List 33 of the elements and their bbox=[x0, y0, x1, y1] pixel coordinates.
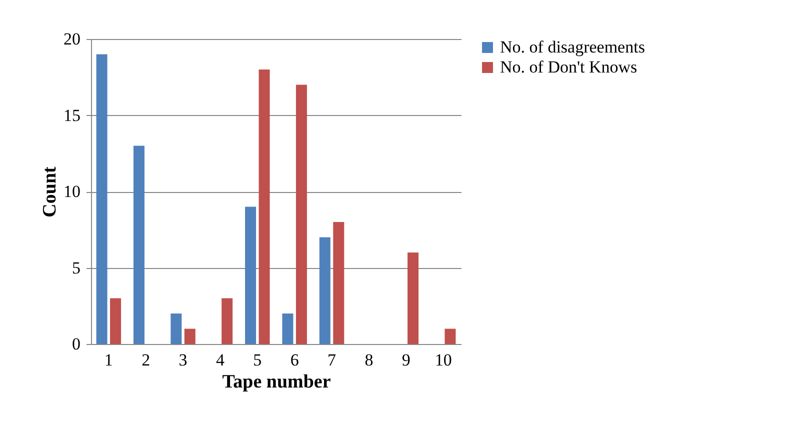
x-tick-label: 2 bbox=[142, 350, 150, 370]
x-tick-label: 8 bbox=[364, 350, 374, 370]
x-tick-label: 9 bbox=[402, 350, 410, 370]
x-tick-label: 10 bbox=[434, 350, 452, 370]
legend-label: No. of disagreements bbox=[500, 38, 645, 56]
legend-label: No. of Don't Knows bbox=[500, 58, 638, 76]
x-tick-label: 5 bbox=[253, 350, 262, 370]
bar bbox=[408, 252, 419, 344]
bar bbox=[184, 328, 196, 344]
x-tick-label: 7 bbox=[328, 350, 337, 370]
bar bbox=[96, 54, 108, 344]
x-axis-title: Tape number bbox=[222, 372, 332, 392]
bar bbox=[333, 222, 344, 344]
y-axis-title: Count bbox=[40, 166, 60, 218]
x-tick-label: 1 bbox=[104, 350, 113, 370]
bar bbox=[296, 84, 307, 344]
bar bbox=[319, 237, 330, 344]
y-tick-label: 0 bbox=[72, 334, 80, 354]
bar bbox=[222, 298, 233, 344]
y-tick-label: 5 bbox=[72, 258, 80, 278]
y-tick-label: 15 bbox=[64, 106, 80, 125]
bar bbox=[133, 146, 144, 344]
x-tick-label: 3 bbox=[178, 350, 188, 370]
bar bbox=[110, 298, 122, 344]
y-tick-label: 20 bbox=[64, 30, 80, 48]
bar bbox=[258, 70, 270, 344]
x-tick-label: 4 bbox=[216, 350, 225, 370]
x-tick-label: 6 bbox=[290, 350, 299, 370]
bar bbox=[170, 314, 182, 344]
bar bbox=[282, 314, 294, 344]
bar bbox=[444, 328, 456, 344]
bar bbox=[245, 206, 256, 344]
y-tick-label: 10 bbox=[64, 182, 80, 201]
